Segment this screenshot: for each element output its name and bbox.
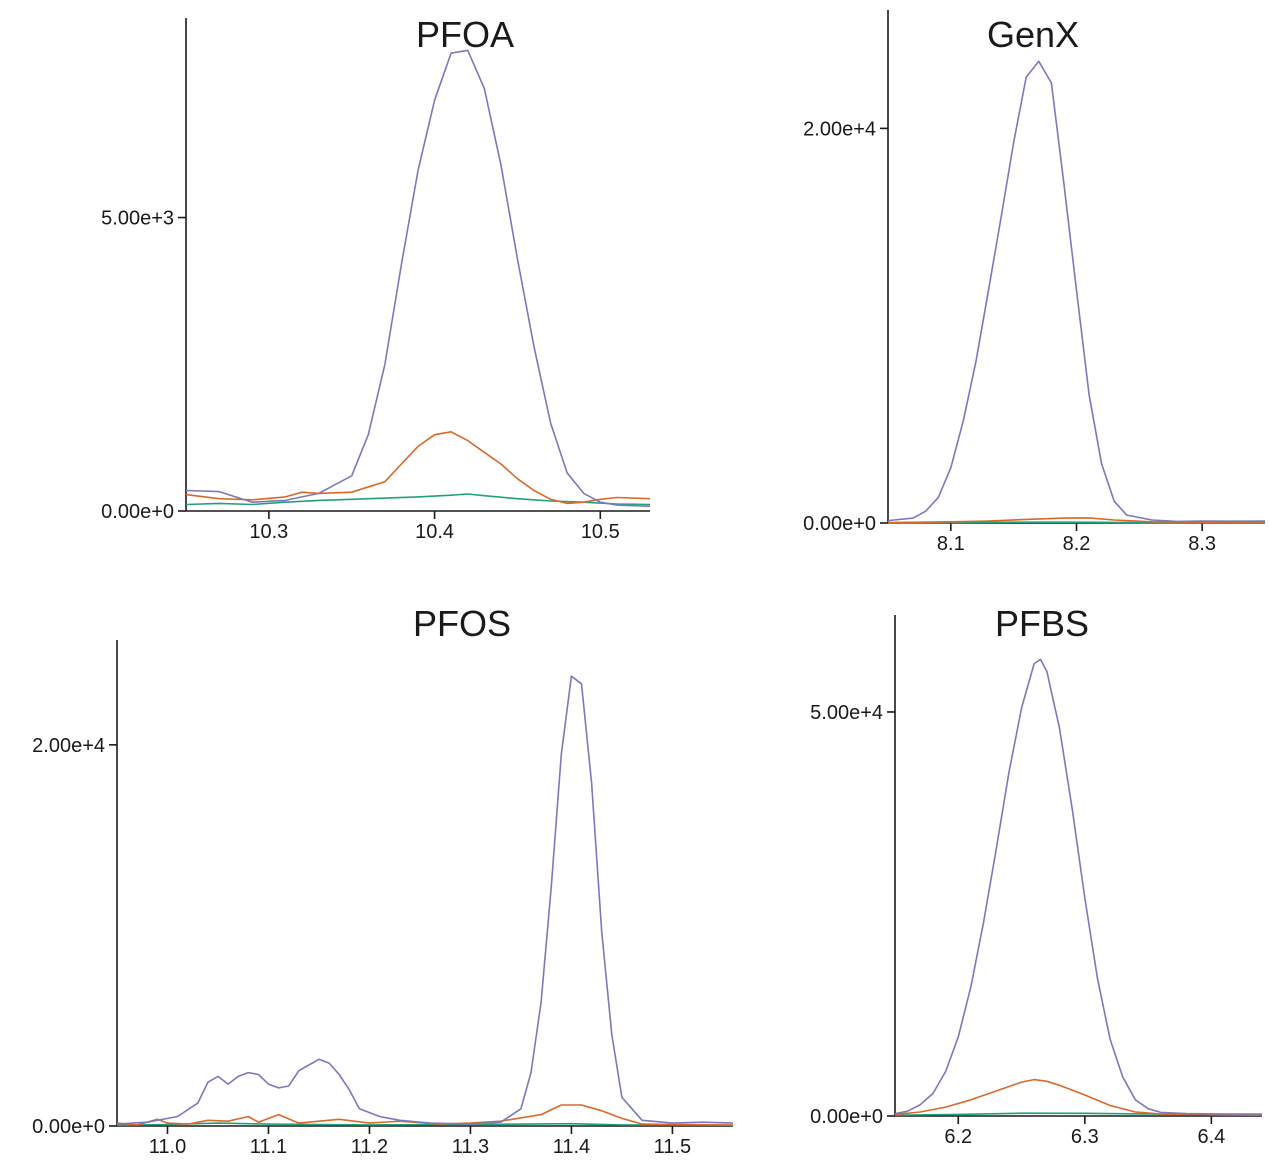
- series-line-1: [185, 49, 651, 508]
- x-tick-label: 10.3: [249, 521, 288, 543]
- x-tick-label: 11.1: [250, 1136, 287, 1158]
- x-tick-label: 6.3: [1071, 1126, 1099, 1148]
- series-line-2: [185, 431, 651, 505]
- x-tick-label: 11.2: [351, 1136, 388, 1158]
- y-tick-label: 2.00e+4: [32, 735, 105, 757]
- y-tick-label: 0.00e+0: [32, 1116, 105, 1138]
- chart-title: PFBS: [995, 603, 1089, 644]
- x-tick-label: 10.4: [415, 521, 454, 543]
- x-tick-label: 6.4: [1197, 1126, 1225, 1148]
- x-tick-label: 11.5: [654, 1136, 691, 1158]
- chart-title: GenX: [987, 14, 1079, 55]
- x-tick-label: 6.2: [944, 1126, 972, 1148]
- series-line-2: [116, 1104, 734, 1126]
- x-tick-label: 11.3: [452, 1136, 489, 1158]
- chart-title: PFOS: [413, 603, 511, 644]
- series-line-2: [894, 1078, 1263, 1116]
- y-tick-label: 5.00e+3: [101, 208, 174, 230]
- chart-panel-pfbs: PFBS 6.2 6.3 6.4 0.00e+0 5.00e+4: [810, 603, 1263, 1148]
- y-tick-label: 0.00e+0: [810, 1106, 883, 1128]
- x-tick-label: 8.1: [937, 533, 965, 555]
- chart-panel-genx: GenX 8.1 8.2 8.3 0.00e+0 2.00e+4: [803, 10, 1266, 555]
- chart-title: PFOA: [416, 14, 514, 55]
- series-line-3: [116, 1122, 734, 1126]
- chart-panel-pfoa: PFOA 10.3 10.4 10.5 0.00e+0 5.00e+3: [101, 14, 651, 543]
- series-line-3: [185, 493, 651, 506]
- y-tick-label: 0.00e+0: [803, 513, 876, 535]
- x-tick-label: 11.4: [553, 1136, 590, 1158]
- y-tick-label: 5.00e+4: [810, 702, 883, 724]
- y-tick-label: 0.00e+0: [101, 501, 174, 523]
- y-tick-label: 2.00e+4: [803, 118, 876, 140]
- x-tick-label: 8.2: [1063, 533, 1091, 555]
- x-tick-label: 10.5: [581, 521, 620, 543]
- series-line-1: [116, 675, 734, 1125]
- series-line-1: [887, 60, 1266, 523]
- series-line-1: [894, 658, 1262, 1115]
- x-tick-label: 11.0: [149, 1136, 186, 1158]
- chart-panel-pfos: PFOS 11.0 11.1 11.2 11.3 11.4 11.5 0.00e+0 2.00e…: [32, 603, 734, 1158]
- x-tick-label: 8.3: [1188, 533, 1216, 555]
